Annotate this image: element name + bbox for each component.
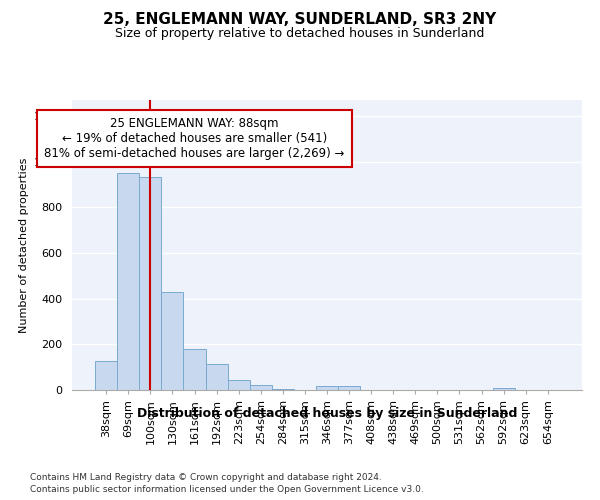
Text: 25, ENGLEMANN WAY, SUNDERLAND, SR3 2NY: 25, ENGLEMANN WAY, SUNDERLAND, SR3 2NY bbox=[103, 12, 497, 28]
Bar bbox=[272, 389, 294, 390]
Bar bbox=[117, 173, 139, 390]
Text: Contains HM Land Registry data © Crown copyright and database right 2024.: Contains HM Land Registry data © Crown c… bbox=[30, 472, 382, 482]
Y-axis label: Number of detached properties: Number of detached properties bbox=[19, 158, 29, 332]
Bar bbox=[139, 177, 161, 390]
Bar bbox=[250, 386, 272, 390]
Bar bbox=[493, 388, 515, 390]
Text: Contains public sector information licensed under the Open Government Licence v3: Contains public sector information licen… bbox=[30, 485, 424, 494]
Bar bbox=[161, 292, 184, 390]
Bar bbox=[338, 386, 360, 390]
Bar bbox=[206, 364, 227, 390]
Bar bbox=[184, 349, 206, 390]
Bar bbox=[95, 362, 117, 390]
Text: Size of property relative to detached houses in Sunderland: Size of property relative to detached ho… bbox=[115, 28, 485, 40]
Bar bbox=[227, 380, 250, 390]
Text: 25 ENGLEMANN WAY: 88sqm
← 19% of detached houses are smaller (541)
81% of semi-d: 25 ENGLEMANN WAY: 88sqm ← 19% of detache… bbox=[44, 118, 344, 160]
Bar bbox=[316, 386, 338, 390]
Text: Distribution of detached houses by size in Sunderland: Distribution of detached houses by size … bbox=[137, 408, 517, 420]
